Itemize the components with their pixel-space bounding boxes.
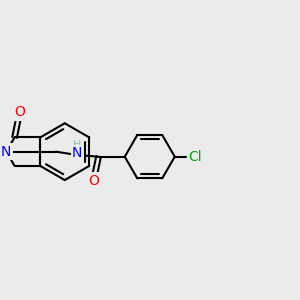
Text: Cl: Cl	[189, 150, 202, 164]
Text: N: N	[1, 145, 11, 159]
Text: N: N	[72, 146, 83, 160]
Text: O: O	[88, 174, 99, 188]
Text: O: O	[14, 105, 25, 119]
Text: H: H	[73, 140, 81, 150]
